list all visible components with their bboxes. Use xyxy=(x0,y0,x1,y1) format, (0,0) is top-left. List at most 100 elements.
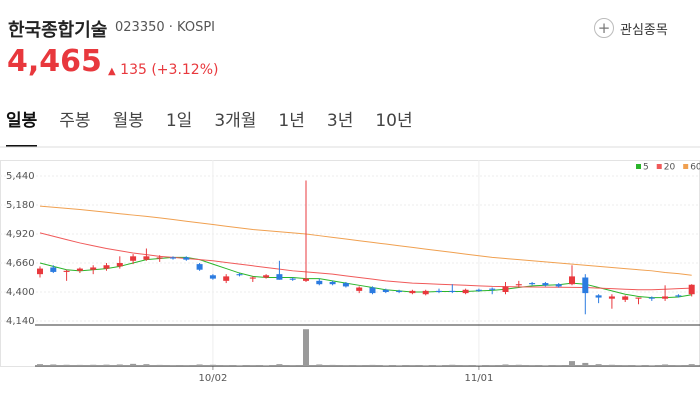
candle-body xyxy=(409,290,416,294)
candle-body xyxy=(170,257,176,259)
legend-swatch xyxy=(656,164,662,169)
volume-bar xyxy=(156,364,163,366)
stock-code-line: 023350 · KOSPI xyxy=(115,20,216,35)
candle-body xyxy=(249,277,256,279)
volume-bar xyxy=(675,365,682,366)
candle-body xyxy=(209,275,216,279)
y-tick-label: 5,180 xyxy=(6,200,35,211)
volume-bar xyxy=(90,364,97,366)
candle-body xyxy=(329,281,336,285)
volume-bar xyxy=(436,365,442,366)
volume-bar xyxy=(209,364,216,366)
volume-bar xyxy=(170,365,176,366)
legend-label: 5 xyxy=(643,163,649,173)
candle-body xyxy=(276,274,283,280)
watch-button[interactable]: + 관심종목 xyxy=(594,18,668,38)
period-tab[interactable]: 1년 xyxy=(278,111,305,131)
candle-body xyxy=(143,256,150,260)
candle-body xyxy=(688,284,695,295)
candle-body xyxy=(675,295,682,297)
candle-body xyxy=(582,277,589,294)
volume-bar xyxy=(249,365,256,366)
volume-bar xyxy=(196,364,203,366)
period-tab[interactable]: 10년 xyxy=(375,111,413,131)
period-tab[interactable]: 3개월 xyxy=(214,111,257,131)
volume-bar xyxy=(635,365,642,366)
candle-body xyxy=(37,268,43,275)
volume-bar xyxy=(489,365,496,366)
volume-bar xyxy=(303,329,309,366)
candle-body xyxy=(263,275,270,278)
y-tick-label: 4,660 xyxy=(6,258,35,269)
legend-swatch xyxy=(636,164,641,169)
candle-body xyxy=(555,284,562,287)
candle-body xyxy=(396,290,403,292)
candle-body xyxy=(436,290,442,292)
volume-bar xyxy=(529,365,536,366)
period-tab[interactable]: 1일 xyxy=(165,111,193,131)
period-tab[interactable]: 일봉 xyxy=(6,106,38,147)
candle-body xyxy=(662,296,669,299)
volume-bar xyxy=(542,365,549,366)
period-tab[interactable]: 3년 xyxy=(326,111,354,131)
tabs: 일봉 주봉 월봉 1일 3개월 1년 3년 10년 xyxy=(6,106,435,147)
plus-icon: + xyxy=(594,18,614,38)
up-arrow: ▲ xyxy=(108,66,116,77)
volume-bar xyxy=(116,364,123,366)
candle-body xyxy=(223,276,230,281)
candle-body xyxy=(183,257,190,260)
volume-bar xyxy=(183,365,190,366)
candle-body xyxy=(316,280,323,285)
candle-body xyxy=(489,288,496,290)
volume-bar xyxy=(263,365,270,366)
volume-bar xyxy=(143,364,150,366)
candle-body xyxy=(569,276,575,285)
volume-bar xyxy=(276,364,283,366)
candle-body xyxy=(103,265,110,269)
candle-body xyxy=(342,283,349,287)
candle-body xyxy=(63,270,70,272)
candle-body xyxy=(608,296,615,299)
candle-body xyxy=(422,290,429,295)
volume-bar xyxy=(595,364,602,366)
volume-bar xyxy=(130,363,137,366)
volume-bar xyxy=(462,365,469,366)
candle-body xyxy=(76,268,83,271)
volume-bar xyxy=(76,364,83,366)
volume-bar xyxy=(688,364,695,366)
candle-body xyxy=(449,290,456,292)
volume-bar xyxy=(63,364,70,366)
volume-bar xyxy=(569,361,575,366)
candle-body xyxy=(156,257,163,259)
volume-bar xyxy=(422,365,429,366)
candle-body xyxy=(196,264,203,270)
volume-bar xyxy=(449,364,456,366)
price: 4,465 xyxy=(7,44,102,79)
candle-body xyxy=(303,278,309,281)
period-tab[interactable]: 월봉 xyxy=(112,111,144,131)
volume-bar xyxy=(369,364,376,366)
candle-body xyxy=(130,256,137,261)
volume-bar xyxy=(515,364,522,366)
volume-bar xyxy=(356,365,363,366)
candle-body xyxy=(475,289,482,291)
candle-body xyxy=(289,278,296,280)
candle-body xyxy=(50,267,57,272)
stock-code: 023350 xyxy=(115,20,165,35)
volume-bar xyxy=(662,364,669,366)
volume-bar xyxy=(622,365,629,366)
volume-bar xyxy=(37,364,43,366)
candle-body xyxy=(502,286,509,292)
volume-bar xyxy=(409,365,416,366)
x-tick-label: 10/02 xyxy=(198,373,227,384)
y-tick-label: 4,920 xyxy=(6,229,35,240)
change-value: 135 xyxy=(120,62,147,78)
y-tick-label: 4,140 xyxy=(6,316,35,327)
volume-bar xyxy=(289,365,296,366)
candle-body xyxy=(236,274,243,276)
change: ▲ 135 (+3.12%) xyxy=(108,62,218,78)
period-tab[interactable]: 주봉 xyxy=(59,111,91,131)
candle-body xyxy=(515,284,522,286)
